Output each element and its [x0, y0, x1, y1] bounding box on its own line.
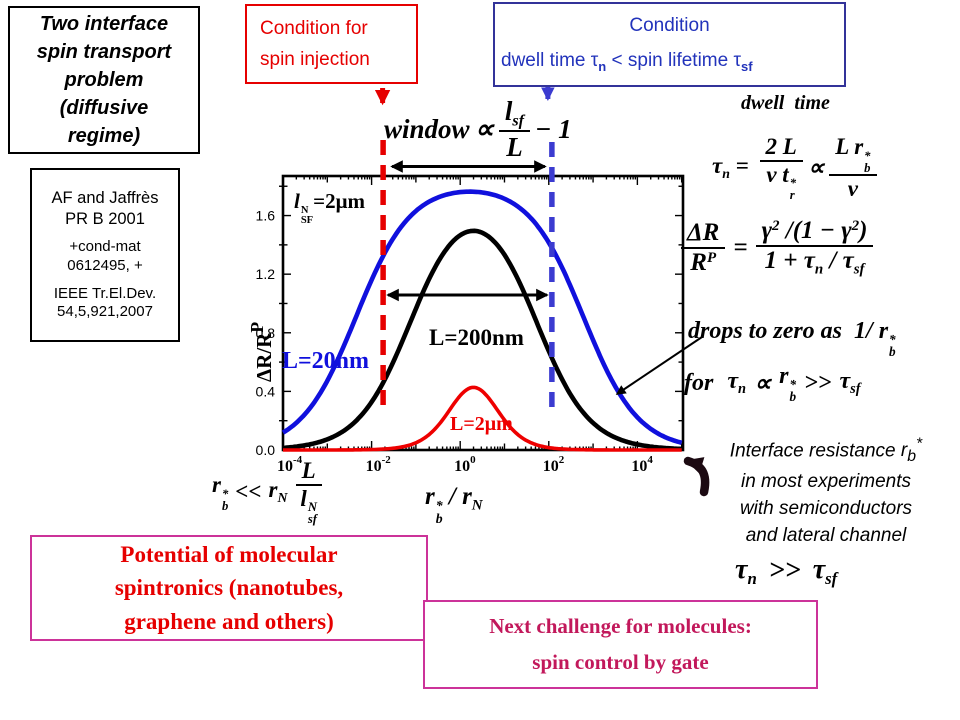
- svg-text:10-4: 10-4: [277, 454, 303, 475]
- reference-line: 0612495, +: [67, 256, 143, 274]
- curve-label-red: L=2μm: [450, 413, 513, 435]
- molecular-spintronics-box: Potential of molecular spintronics (nano…: [30, 535, 428, 641]
- curve-label-blue: L=20nm: [282, 348, 370, 374]
- next-challenge-line: spin control by gate: [532, 650, 709, 675]
- spin-diffusion-length-annotation: l N SF =2μm: [294, 189, 365, 226]
- magnetoresistance-equation: ΔR RP = γ2 /(1 − γ2) 1 + τn / τsf: [681, 217, 874, 278]
- reference-line: PR B 2001: [65, 209, 145, 228]
- svg-text:100: 100: [454, 454, 476, 475]
- condition-expression: dwell time τn < spin lifetime τsf: [501, 50, 753, 75]
- svg-text:1.2: 1.2: [256, 266, 276, 282]
- svg-text:0.8: 0.8: [256, 325, 276, 341]
- svg-text:1.6: 1.6: [256, 208, 276, 224]
- title-box: Two interface spin transport problem (di…: [8, 6, 200, 154]
- svg-text:10-2: 10-2: [366, 454, 392, 475]
- interface-resistance-note: Interface resistance rb* in most experim…: [729, 436, 923, 546]
- condition-dwell-time-box: Condition dwell time τn < spin lifetime …: [493, 2, 846, 87]
- for-condition-note: for τn ∝ r * b >> τsf: [684, 363, 861, 405]
- drops-to-zero-note: drops to zero as 1/ r * b: [688, 318, 896, 360]
- curve-label-black: L=200nm: [429, 325, 524, 350]
- y-axis-label: ΔR/RP: [247, 321, 276, 382]
- next-challenge-box: Next challenge for molecules: spin contr…: [423, 600, 818, 689]
- condition-line: spin injection: [260, 48, 370, 70]
- svg-text:0.0: 0.0: [256, 442, 276, 458]
- dwell-time-label: dwell time: [741, 92, 830, 114]
- reference-line: AF and Jaffrès: [51, 188, 159, 207]
- condition-line: Condition for: [260, 17, 368, 39]
- reference-box: AF and Jaffrès PR B 2001 +cond-mat 06124…: [30, 168, 180, 342]
- reference-line: IEEE Tr.El.Dev.: [53, 284, 157, 302]
- window-formula: window ∝ lsf L − 1: [384, 96, 572, 162]
- reference-line: +cond-mat: [69, 238, 141, 256]
- tau-much-greater-note: τn >> τsf: [735, 554, 838, 588]
- svg-text:104: 104: [631, 454, 653, 475]
- condition-title: Condition: [629, 14, 710, 36]
- condition-spin-injection-box: Condition for spin injection: [245, 4, 418, 84]
- svg-text:102: 102: [543, 454, 565, 475]
- next-challenge-line: Next challenge for molecules:: [489, 613, 752, 638]
- svg-text:0.4: 0.4: [256, 383, 276, 399]
- x-axis-label: r * b / rN: [425, 483, 483, 527]
- reference-line: 54,5,921,2007: [57, 303, 153, 321]
